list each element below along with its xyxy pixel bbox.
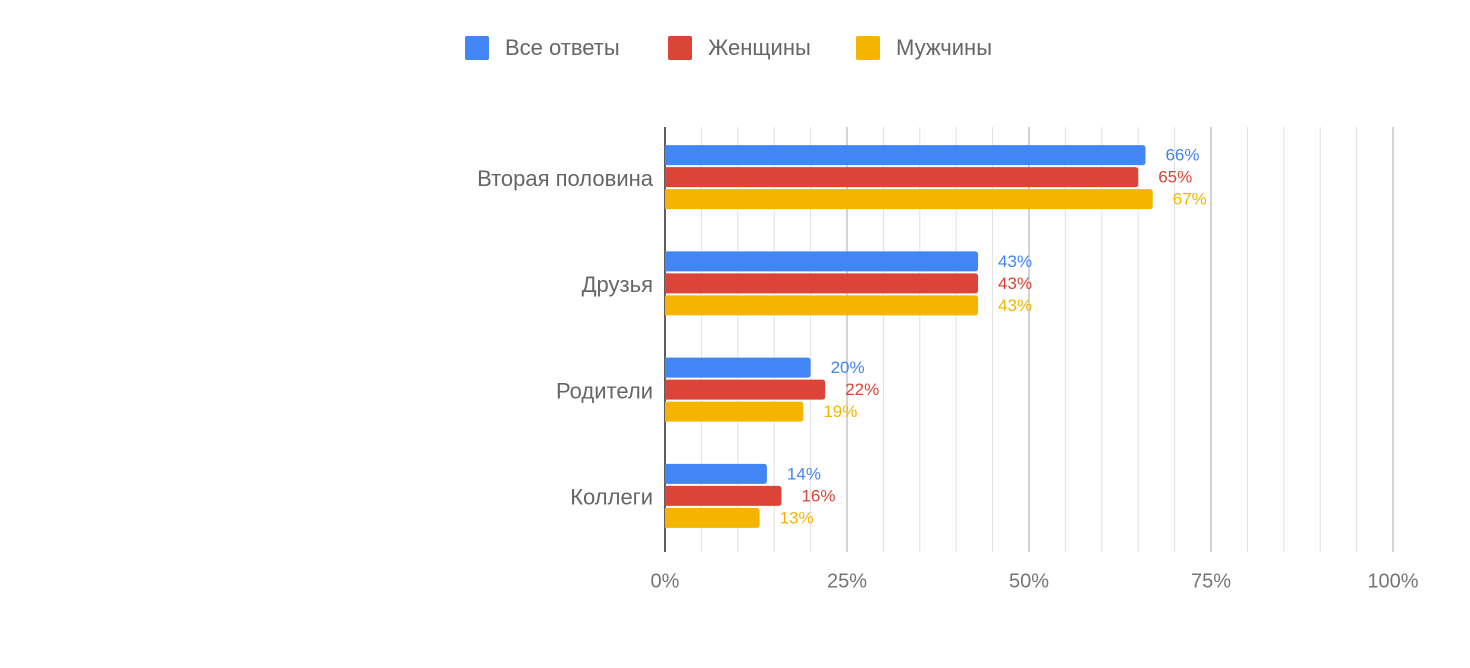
category-label: Родители bbox=[556, 378, 653, 403]
legend-swatch bbox=[668, 36, 692, 60]
bar bbox=[665, 357, 811, 378]
bar bbox=[665, 463, 767, 484]
x-tick-label: 75% bbox=[1191, 570, 1231, 592]
data-label: 14% bbox=[787, 464, 821, 483]
x-tick-label: 0% bbox=[651, 570, 680, 592]
data-label: 43% bbox=[998, 296, 1032, 315]
bar bbox=[665, 167, 1139, 188]
data-label: 66% bbox=[1165, 146, 1199, 165]
x-tick-label: 50% bbox=[1009, 570, 1049, 592]
bar bbox=[665, 379, 826, 400]
x-tick-label: 100% bbox=[1367, 570, 1418, 592]
data-label: 43% bbox=[998, 274, 1032, 293]
data-label: 16% bbox=[801, 486, 835, 505]
category-label: Друзья bbox=[582, 272, 653, 297]
data-label: 67% bbox=[1173, 190, 1207, 209]
legend-label: Женщины bbox=[708, 35, 811, 60]
bar bbox=[665, 485, 782, 506]
bar bbox=[665, 295, 979, 316]
data-label: 43% bbox=[998, 252, 1032, 271]
legend-swatch bbox=[465, 36, 489, 60]
bar bbox=[665, 273, 979, 294]
category-label: Коллеги bbox=[570, 485, 653, 510]
category-label: Вторая половина bbox=[477, 166, 654, 191]
bar bbox=[665, 507, 760, 528]
data-label: 20% bbox=[831, 358, 865, 377]
legend-label: Мужчины bbox=[896, 35, 992, 60]
bar bbox=[665, 189, 1153, 210]
bar bbox=[665, 145, 1146, 166]
data-label: 19% bbox=[823, 402, 857, 421]
data-label: 65% bbox=[1158, 168, 1192, 187]
data-label: 22% bbox=[845, 380, 879, 399]
legend-label: Все ответы bbox=[505, 35, 620, 60]
legend-swatch bbox=[856, 36, 880, 60]
bar bbox=[665, 401, 804, 422]
x-tick-label: 25% bbox=[827, 570, 867, 592]
data-label: 13% bbox=[780, 508, 814, 527]
bar bbox=[665, 251, 979, 272]
